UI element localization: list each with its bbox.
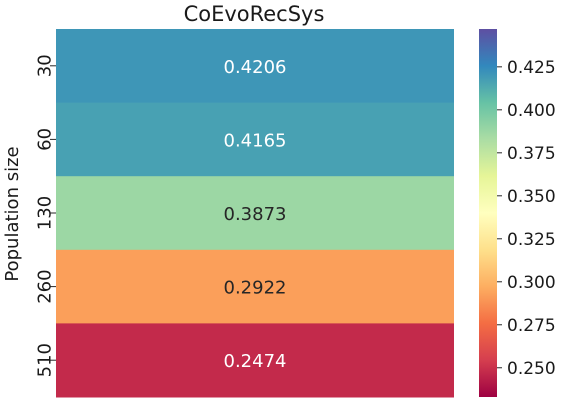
- heatmap-cell: [56, 323, 454, 398]
- heatmap-cell: [56, 29, 454, 104]
- cell-value-label: 0.2922: [224, 278, 287, 299]
- colorbar-tick-label: 0.400: [507, 101, 556, 121]
- y-tick-label: 30: [34, 54, 55, 77]
- heatmap-cells: 0.4206 0.4165 0.3873 0.2922 0.2474: [56, 29, 454, 398]
- colorbar-tick-label: 0.300: [507, 273, 556, 293]
- colorbar-tick-label: 0.425: [507, 58, 556, 78]
- cell-value-label: 0.2474: [224, 351, 287, 372]
- chart-title: CoEvoRecSys: [184, 2, 325, 26]
- colorbar-tick-label: 0.325: [507, 230, 556, 250]
- y-axis-ticks: 30 60 130 260 510: [34, 54, 56, 377]
- colorbar-tick-label: 0.375: [507, 144, 556, 164]
- colorbar-tick-label: 0.275: [507, 316, 556, 336]
- y-tick-label: 260: [34, 269, 55, 303]
- cell-value-label: 0.4206: [224, 57, 287, 78]
- y-tick-label: 130: [34, 196, 55, 230]
- cell-value-label: 0.3873: [224, 204, 287, 225]
- heatmap-cell: [56, 249, 454, 324]
- y-axis-label: Population size: [2, 146, 23, 281]
- heatmap-cell: [56, 102, 454, 177]
- heatmap-cell: [56, 176, 454, 251]
- colorbar-ticks: 0.250 0.275 0.300 0.325 0.350 0.375 0.400 0.425: [497, 58, 556, 379]
- cell-value-label: 0.4165: [224, 130, 287, 151]
- y-tick-label: 510: [34, 343, 55, 377]
- colorbar: [479, 29, 497, 397]
- colorbar-tick-label: 0.350: [507, 187, 556, 207]
- colorbar-tick-label: 0.250: [507, 359, 556, 379]
- y-tick-label: 60: [34, 128, 55, 151]
